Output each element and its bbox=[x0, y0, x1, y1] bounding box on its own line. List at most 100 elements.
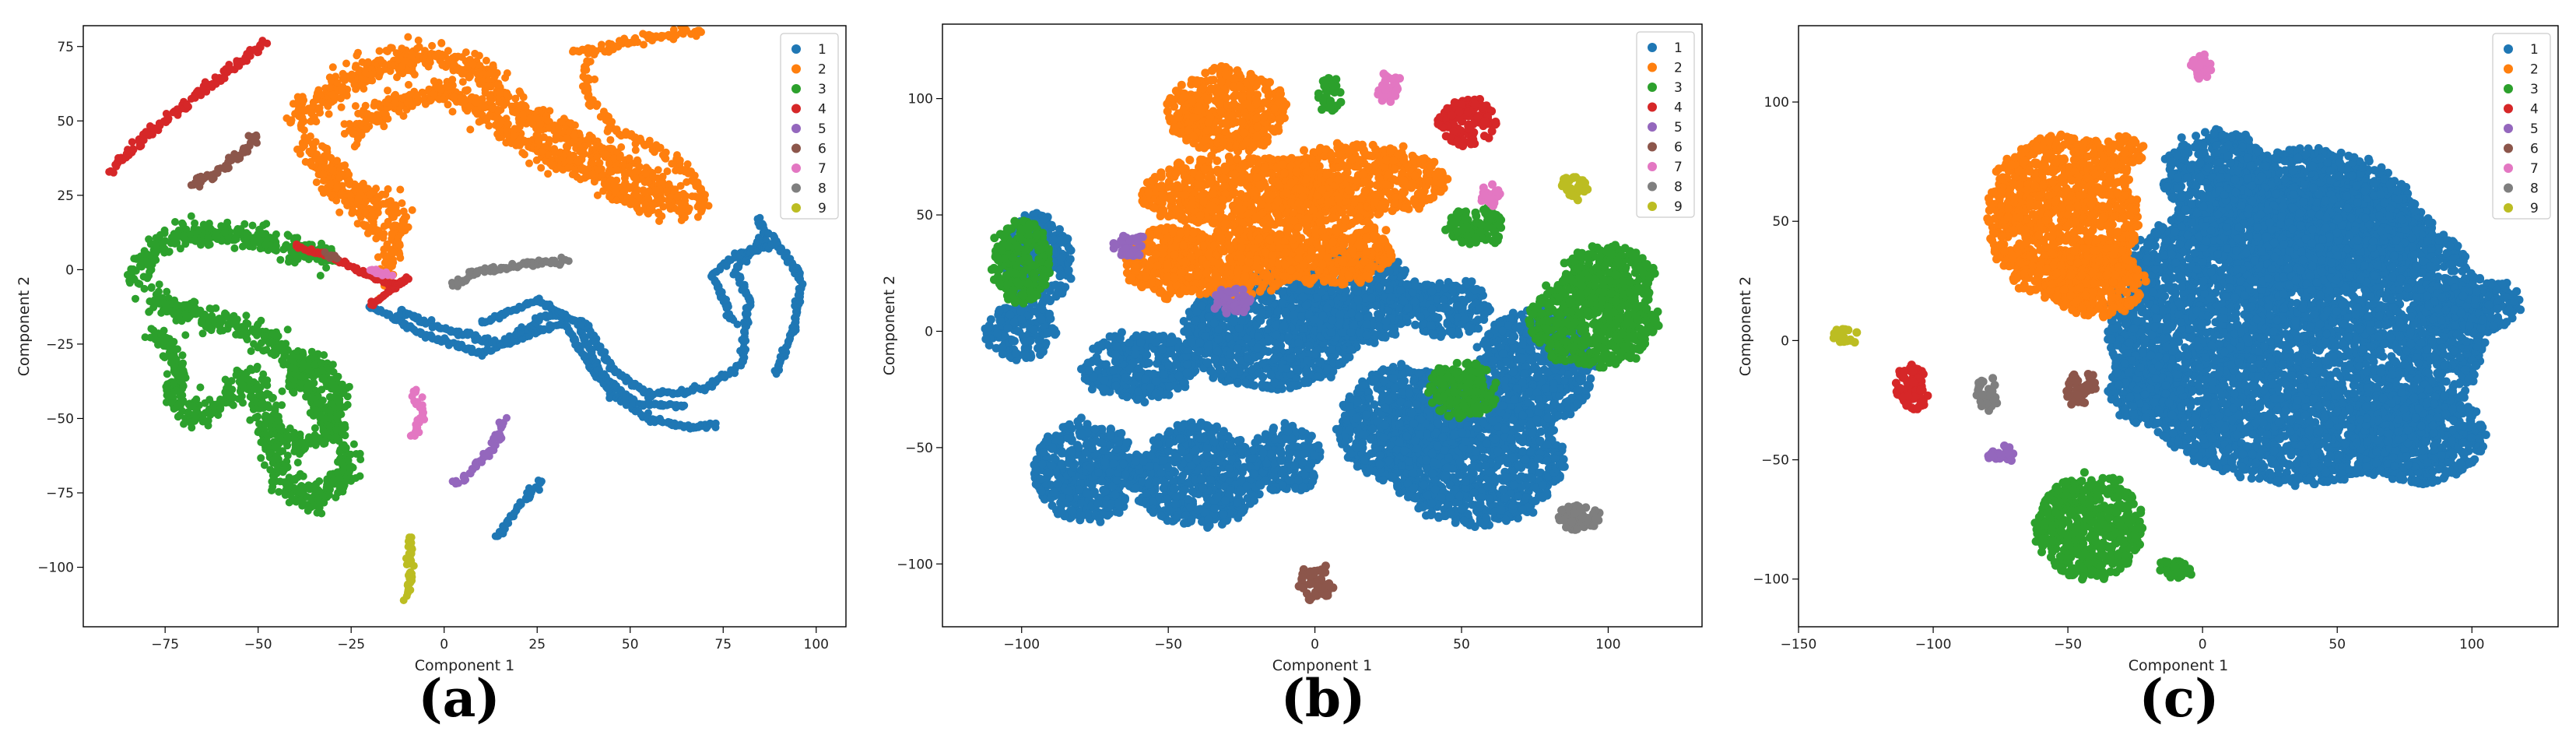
point bbox=[584, 135, 592, 144]
point bbox=[239, 144, 247, 153]
point bbox=[318, 509, 326, 518]
point bbox=[205, 396, 214, 404]
point bbox=[222, 311, 230, 319]
legend-marker-1 bbox=[791, 44, 801, 54]
point bbox=[203, 313, 212, 322]
point bbox=[396, 185, 405, 194]
point bbox=[164, 114, 173, 123]
legend-label-9: 9 bbox=[818, 201, 826, 216]
legend-label-7: 7 bbox=[818, 161, 826, 177]
point bbox=[270, 349, 279, 357]
point bbox=[494, 80, 503, 89]
point bbox=[178, 351, 187, 360]
x-axis-label: Component 1 bbox=[415, 657, 514, 674]
point bbox=[557, 118, 566, 126]
point bbox=[278, 401, 286, 410]
point bbox=[282, 243, 290, 251]
point bbox=[198, 411, 207, 420]
point bbox=[342, 444, 350, 452]
point bbox=[174, 227, 183, 234]
point bbox=[216, 320, 224, 328]
point bbox=[361, 101, 370, 110]
point bbox=[333, 414, 342, 423]
point bbox=[608, 118, 616, 126]
point bbox=[423, 60, 432, 69]
point bbox=[364, 223, 373, 232]
point bbox=[350, 80, 359, 89]
point bbox=[300, 501, 309, 509]
point bbox=[593, 191, 602, 199]
point bbox=[335, 473, 344, 482]
point bbox=[589, 170, 598, 178]
point bbox=[296, 450, 304, 459]
point bbox=[426, 96, 435, 104]
point bbox=[151, 240, 160, 248]
point bbox=[235, 227, 244, 236]
point bbox=[539, 326, 548, 335]
point bbox=[129, 265, 137, 273]
point bbox=[332, 425, 341, 434]
point bbox=[412, 44, 421, 53]
point bbox=[160, 353, 169, 362]
point bbox=[333, 79, 342, 87]
point bbox=[543, 116, 552, 125]
point bbox=[328, 63, 337, 72]
point bbox=[1026, 336, 1035, 346]
point bbox=[576, 175, 584, 184]
point bbox=[684, 169, 693, 178]
point bbox=[311, 424, 319, 432]
point bbox=[346, 120, 354, 128]
point bbox=[391, 99, 399, 107]
point bbox=[404, 66, 412, 75]
point bbox=[652, 186, 661, 195]
point bbox=[579, 146, 587, 154]
series-6-cluster-20 bbox=[187, 131, 261, 191]
point bbox=[404, 33, 412, 41]
point bbox=[504, 339, 512, 347]
point bbox=[404, 223, 412, 231]
point bbox=[258, 400, 266, 409]
point bbox=[181, 331, 190, 339]
point bbox=[515, 122, 524, 131]
point bbox=[275, 424, 284, 431]
point bbox=[293, 459, 302, 467]
point bbox=[279, 348, 288, 356]
point bbox=[494, 107, 503, 115]
point bbox=[346, 450, 355, 459]
point bbox=[314, 368, 323, 377]
point bbox=[327, 77, 335, 86]
point bbox=[503, 90, 511, 98]
point bbox=[469, 60, 477, 69]
point bbox=[332, 255, 341, 263]
point bbox=[246, 392, 254, 401]
point bbox=[672, 193, 681, 201]
point bbox=[454, 479, 462, 487]
series-6-cluster-21 bbox=[321, 248, 341, 263]
point bbox=[283, 452, 292, 459]
point bbox=[326, 485, 334, 494]
point bbox=[318, 396, 327, 405]
series-1-cluster-5 bbox=[491, 476, 546, 540]
series-4-cluster-17 bbox=[105, 37, 272, 177]
point bbox=[366, 70, 374, 79]
point bbox=[407, 549, 416, 557]
point bbox=[296, 487, 304, 495]
point bbox=[343, 202, 352, 209]
point bbox=[283, 325, 292, 334]
point bbox=[268, 338, 276, 346]
point bbox=[263, 376, 272, 385]
point bbox=[328, 90, 336, 99]
point bbox=[280, 466, 289, 474]
point bbox=[697, 28, 705, 37]
point bbox=[676, 208, 685, 216]
point bbox=[322, 263, 331, 272]
point bbox=[325, 392, 334, 401]
point bbox=[263, 39, 272, 47]
legend-label-4: 4 bbox=[818, 102, 826, 118]
point bbox=[177, 317, 186, 325]
point bbox=[592, 102, 601, 111]
point bbox=[174, 413, 182, 421]
point bbox=[408, 100, 416, 109]
point bbox=[315, 104, 324, 112]
point bbox=[545, 150, 553, 159]
